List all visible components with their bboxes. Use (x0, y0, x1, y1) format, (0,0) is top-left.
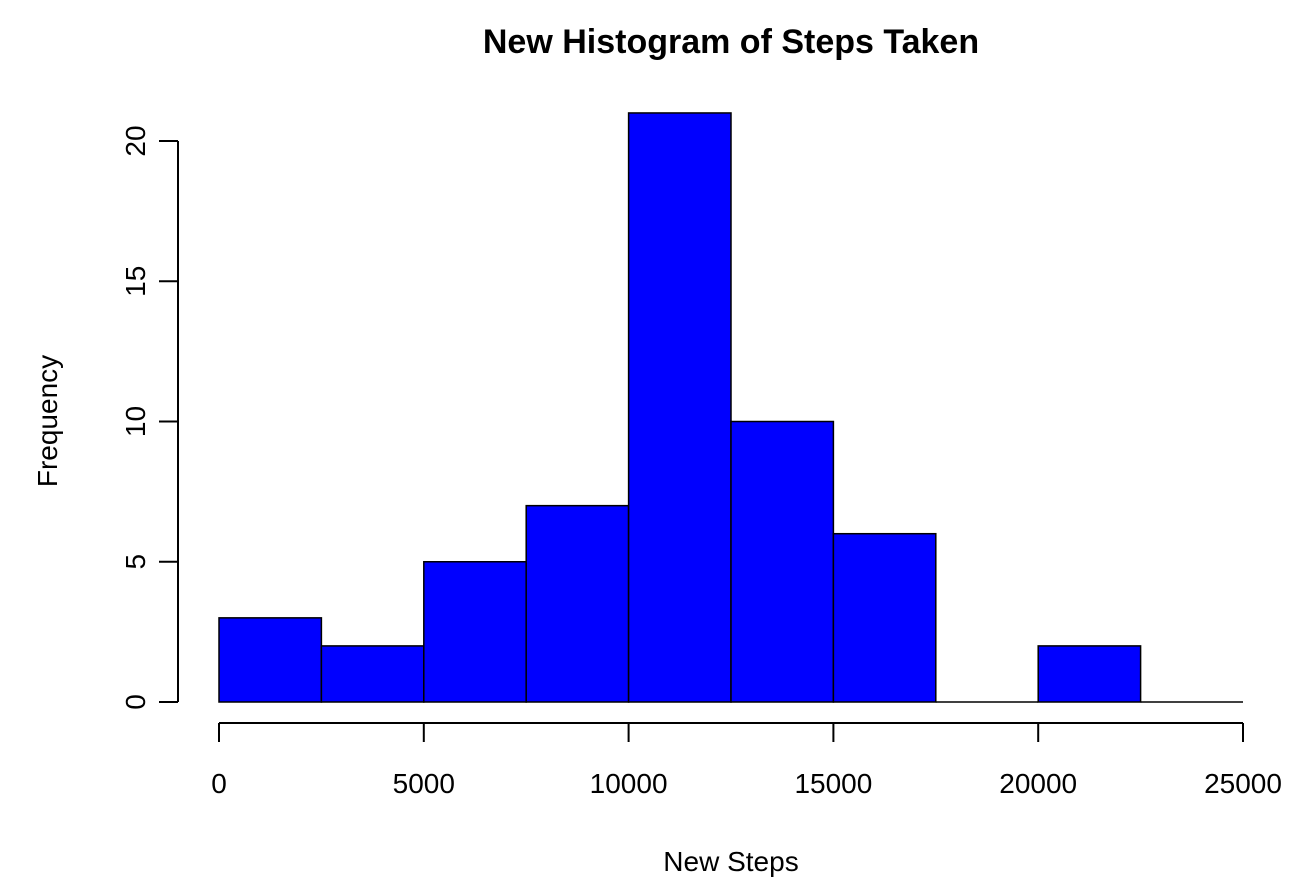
histogram-bar (320, 645, 425, 703)
histogram-bar (832, 532, 937, 703)
x-tick-label: 10000 (590, 768, 668, 799)
histogram-bar (627, 112, 732, 703)
x-axis-label: New Steps (663, 846, 798, 877)
y-axis: 0 5 10 15 20 (120, 125, 179, 710)
x-axis: 0 5000 10000 15000 20000 25000 (211, 722, 1282, 799)
y-axis-label: Frequency (32, 355, 63, 487)
y-tick-label: 0 (120, 694, 151, 710)
bars-group (218, 112, 1243, 703)
histogram-bar (1037, 645, 1142, 703)
histogram-bar (730, 420, 835, 703)
histogram-bar (218, 617, 323, 703)
y-tick-label: 15 (120, 266, 151, 297)
chart-title: New Histogram of Steps Taken (483, 23, 979, 61)
histogram-bar (525, 504, 630, 703)
x-tick-label: 15000 (794, 768, 872, 799)
x-tick-label: 25000 (1204, 768, 1282, 799)
y-tick-label: 10 (120, 406, 151, 437)
x-tick-label: 20000 (999, 768, 1077, 799)
histogram-bar (423, 561, 527, 703)
x-tick-label: 0 (211, 768, 227, 799)
y-tick-label: 5 (120, 554, 151, 570)
x-tick-label: 5000 (393, 768, 455, 799)
y-tick-label: 20 (120, 125, 151, 156)
